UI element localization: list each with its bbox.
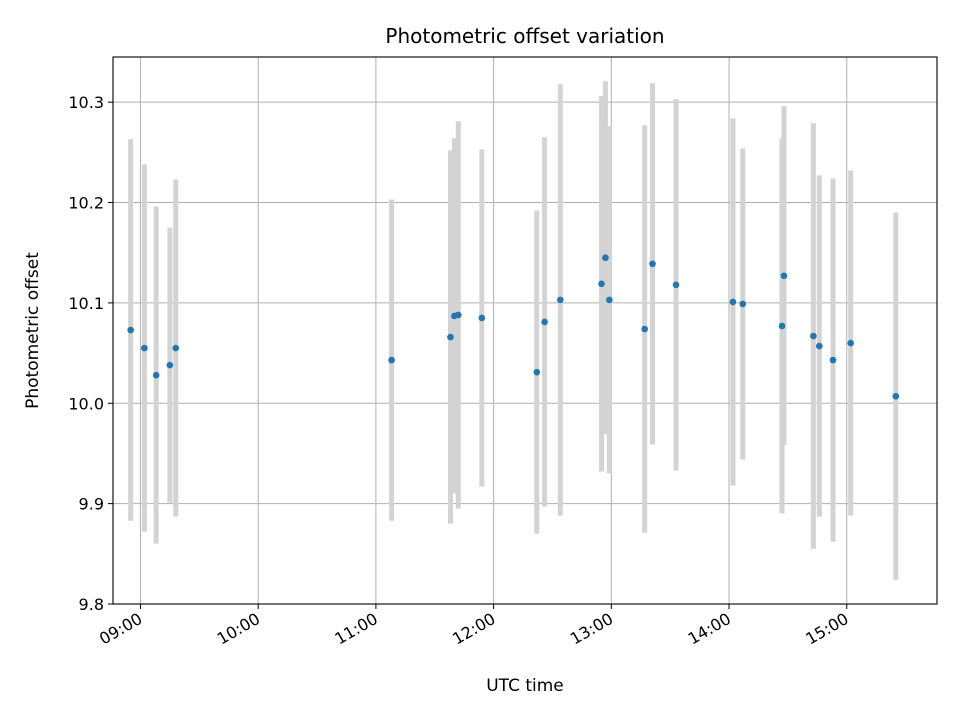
data-point	[829, 356, 837, 364]
data-point	[739, 300, 747, 308]
data-point	[447, 333, 454, 341]
data-point	[602, 254, 609, 262]
data-point	[892, 392, 900, 400]
y-tick-label: 9.9	[79, 495, 104, 514]
y-tick-label: 10.1	[68, 294, 104, 313]
data-point	[729, 298, 737, 306]
data-point	[127, 326, 134, 334]
data-point	[166, 361, 174, 369]
x-tick-label: 11:00	[331, 609, 380, 649]
data-point	[541, 318, 548, 326]
x-tick-label: 15:00	[802, 609, 851, 649]
data-point	[172, 344, 180, 352]
axis-ticks: 09:00 10:00 11:00 12:00 13:00 14:00 15:00 9.8 9.…	[68, 93, 851, 648]
y-axis-label: Photometric offset	[23, 252, 43, 409]
data-point	[672, 281, 680, 289]
data-point	[454, 311, 462, 319]
data-point	[641, 325, 648, 333]
x-tick-label: 13:00	[567, 609, 616, 649]
x-tick-label: 14:00	[685, 609, 734, 649]
data-point	[533, 368, 541, 376]
data-point	[847, 339, 854, 347]
y-tick-label: 10.2	[68, 194, 104, 213]
x-tick-label: 10:00	[214, 609, 263, 649]
data-points	[127, 254, 900, 400]
data-point	[598, 280, 605, 288]
y-tick-label: 9.8	[79, 595, 104, 614]
data-point	[557, 296, 564, 304]
data-point	[780, 272, 788, 280]
data-point	[778, 322, 786, 330]
x-tick-label: 12:00	[449, 609, 498, 649]
data-point	[815, 342, 823, 350]
error-bars	[128, 81, 899, 580]
x-axis-label: UTC time	[486, 676, 564, 696]
plot-frame	[112, 56, 938, 605]
chart-title: Photometric offset variation	[385, 24, 664, 48]
x-tick-label: 09:00	[96, 609, 145, 649]
y-tick-label: 10.3	[68, 93, 104, 112]
y-tick-label: 10.0	[68, 394, 104, 413]
data-point	[810, 332, 817, 340]
data-point	[606, 296, 613, 304]
data-point	[478, 314, 486, 322]
data-point	[649, 260, 656, 268]
data-point	[141, 344, 148, 352]
data-point	[152, 371, 160, 379]
data-point	[388, 356, 395, 364]
